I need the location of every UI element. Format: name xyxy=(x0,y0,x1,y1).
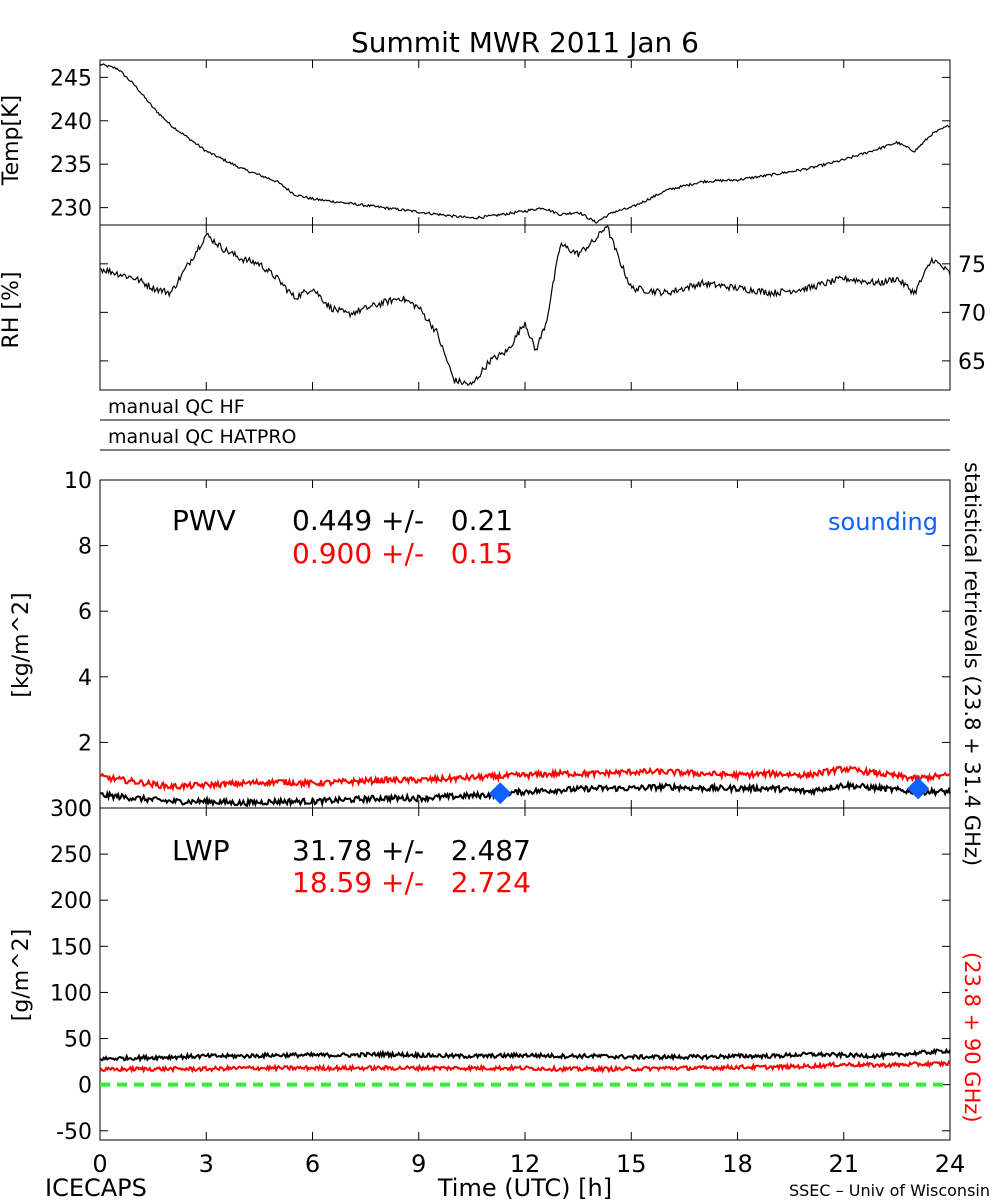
x-tick-label: 9 xyxy=(411,1150,426,1178)
y-tick-label: 50 xyxy=(64,1028,92,1053)
y-axis-label: RH [%] xyxy=(0,272,24,349)
footer-left: ICECAPS xyxy=(45,1174,147,1200)
pwv-stat-black: 0.449 +/- 0.21 xyxy=(292,504,513,537)
pwv-label: PWV xyxy=(172,504,236,537)
right-label-red: (23.8 + 90 GHz) xyxy=(960,952,984,1123)
sounding-label: sounding xyxy=(828,508,938,536)
right-label-black: statistical retrievals (23.8 + 31.4 GHz) xyxy=(960,462,984,866)
panel-pwv: 0 2 4 6 8 10 [kg/m^2] xyxy=(9,469,951,822)
y-tick-label: 245 xyxy=(50,66,92,91)
x-tick-label: 18 xyxy=(722,1150,753,1178)
y-tick-label: 0 xyxy=(78,797,92,822)
x-axis-label: Time (UTC) [h] xyxy=(437,1174,612,1200)
series-line-black xyxy=(99,1047,951,1063)
y-axis-label: [g/m^2] xyxy=(9,929,34,1021)
y-tick-label: 75 xyxy=(958,253,986,278)
lwp-stat-black: 31.78 +/- 2.487 xyxy=(292,834,531,867)
x-tick-label: 24 xyxy=(935,1150,966,1178)
y-tick-label: -50 xyxy=(56,1120,92,1145)
x-tick-label: 6 xyxy=(305,1150,320,1178)
series-line-red xyxy=(99,765,951,792)
y-tick-label: 0 xyxy=(78,1074,92,1099)
footer-right: SSEC – Univ of Wisconsin xyxy=(789,1181,990,1200)
series-line-black xyxy=(99,779,951,808)
y-tick-label: 250 xyxy=(50,843,92,868)
x-tick-label: 3 xyxy=(199,1150,214,1178)
series-line-black xyxy=(99,63,951,224)
y-tick-label: 300 xyxy=(50,797,92,822)
chart-title: Summit MWR 2011 Jan 6 xyxy=(351,26,699,59)
y-tick-label: 4 xyxy=(78,666,92,691)
lwp-stat-red: 18.59 +/- 2.724 xyxy=(292,866,531,899)
y-tick-label: 70 xyxy=(958,301,986,326)
qc-label-hf: manual QC HF xyxy=(108,396,245,418)
y-tick-label: 200 xyxy=(50,889,92,914)
series-line-red xyxy=(99,1059,951,1074)
y-axis-label: Temp[K] xyxy=(0,95,24,186)
lwp-label: LWP xyxy=(172,834,230,867)
x-tick-label: 0 xyxy=(92,1150,107,1178)
x-tick-label: 21 xyxy=(828,1150,859,1178)
y-tick-label: 2 xyxy=(78,731,92,756)
sounding-marker xyxy=(489,782,512,805)
y-tick-label: 8 xyxy=(78,535,92,560)
y-tick-label: 6 xyxy=(78,600,92,625)
y-tick-label: 10 xyxy=(64,469,92,494)
y-tick-label: 150 xyxy=(50,935,92,960)
y-tick-label: 65 xyxy=(958,350,986,375)
series-line-black xyxy=(99,224,951,387)
sounding-marker xyxy=(907,777,930,800)
y-axis-label: [kg/m^2] xyxy=(9,592,34,697)
y-tick-label: 235 xyxy=(50,153,92,178)
panel-frame xyxy=(99,59,951,226)
x-tick-label: 12 xyxy=(510,1150,541,1178)
panel-relative_humidity: 65 70 75 RH [%] xyxy=(0,224,986,391)
qc-label-hatpro: manual QC HATPRO xyxy=(108,426,297,448)
x-tick-label: 15 xyxy=(616,1150,647,1178)
y-tick-label: 100 xyxy=(50,981,92,1006)
y-tick-label: 230 xyxy=(50,197,92,222)
pwv-stat-red: 0.900 +/- 0.15 xyxy=(292,537,513,570)
y-tick-label: 240 xyxy=(50,110,92,135)
panel-temperature: 230 235 240 245 Temp[K] xyxy=(0,59,951,226)
